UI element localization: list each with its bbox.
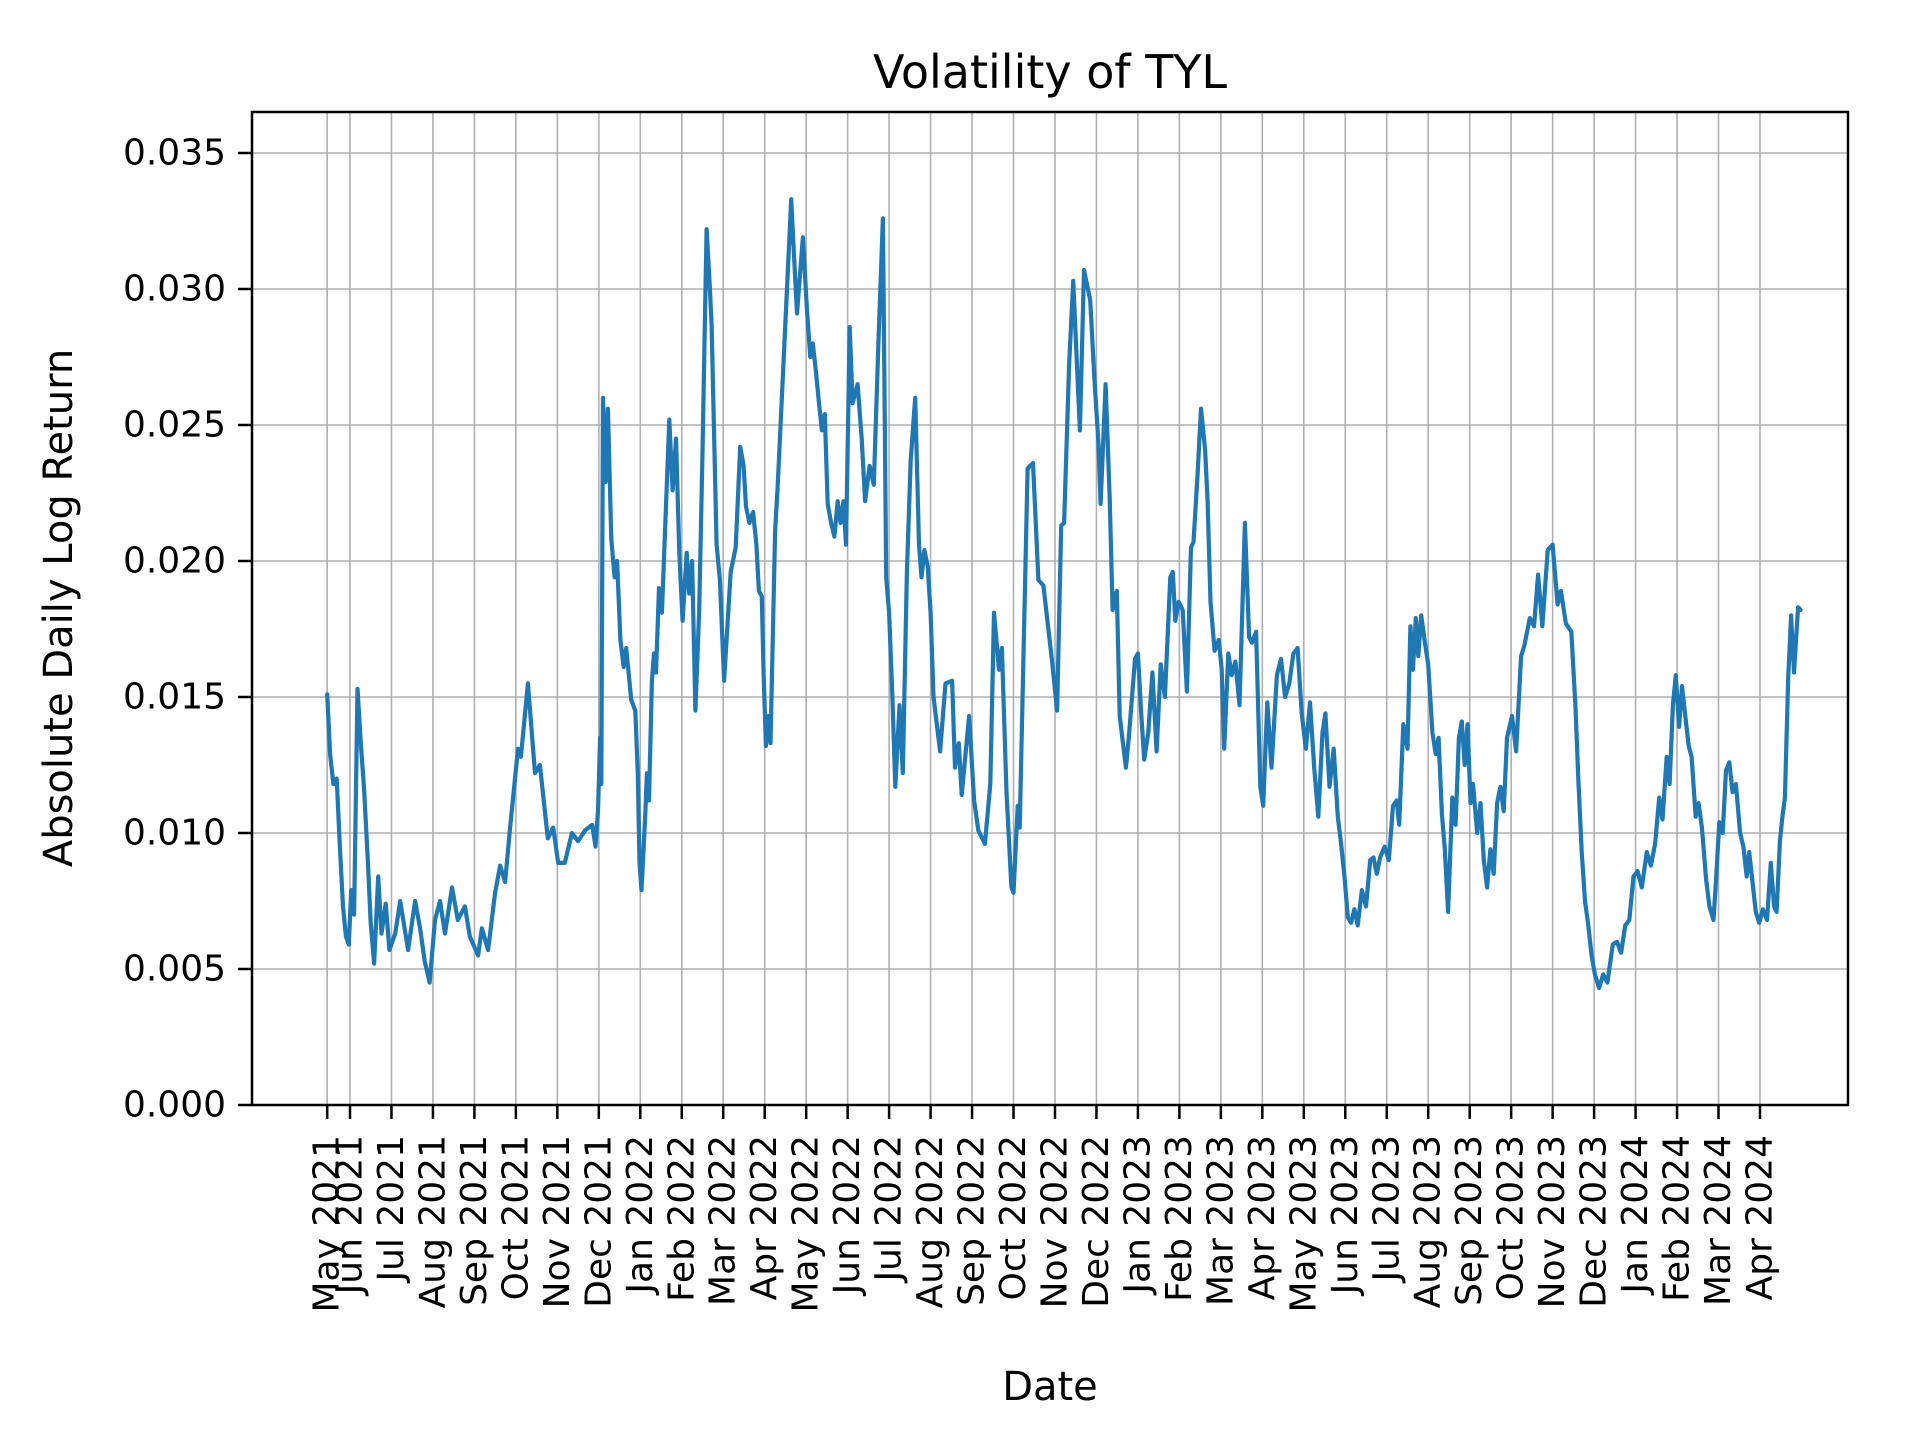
y-tick-label: 0.005 (123, 949, 226, 990)
x-tick-label: Oct 2022 (993, 1135, 1034, 1300)
y-tick-label: 0.025 (123, 405, 226, 446)
x-tick-label: Jun 2021 (330, 1135, 371, 1296)
plot-spines (250, 110, 1850, 1107)
x-tick-label: Mar 2023 (1200, 1135, 1241, 1306)
x-tick-label: Mar 2022 (703, 1135, 744, 1306)
plot-border (250, 110, 1850, 1107)
x-tick-label: Nov 2022 (1034, 1135, 1075, 1308)
y-tick-label: 0.030 (123, 269, 226, 310)
x-tick-label: Sep 2022 (952, 1135, 993, 1306)
x-tick-label: Feb 2023 (1159, 1135, 1200, 1302)
x-tick-label: Jan 2022 (620, 1135, 661, 1296)
x-tick-label: Apr 2022 (744, 1135, 785, 1300)
x-tick-label: Oct 2023 (1491, 1135, 1532, 1300)
tick-marks-and-labels: 0.000 0.005 0.010 0.015 0.020 0.025 0.030 0.035… (123, 133, 1781, 1313)
x-tick-label: Dec 2021 (578, 1135, 619, 1308)
y-tick-label: 0.000 (123, 1085, 226, 1126)
x-tick-label: Oct 2021 (495, 1135, 536, 1300)
x-tick-label: Apr 2023 (1242, 1135, 1283, 1300)
x-tick-label: Jun 2023 (1325, 1135, 1366, 1296)
x-tick-label: Dec 2023 (1574, 1135, 1615, 1308)
x-tick-label: Feb 2024 (1657, 1135, 1698, 1302)
gridlines (252, 112, 1848, 1106)
y-tick-label: 0.015 (123, 677, 226, 718)
volatility-series-line (325, 197, 1803, 991)
x-tick-label: Sep 2023 (1449, 1135, 1490, 1306)
x-tick-label: Jan 2023 (1117, 1135, 1158, 1296)
x-tick-label: May 2021 (307, 1135, 348, 1313)
x-axis-label: Date (1002, 1364, 1098, 1410)
y-axis-label: Absolute Daily Log Return (36, 349, 82, 867)
x-tick-label: Feb 2022 (661, 1135, 702, 1302)
x-tick-label: May 2023 (1283, 1135, 1324, 1313)
x-tick-label: Jun 2022 (827, 1135, 868, 1296)
x-tick-label: Jul 2021 (371, 1135, 412, 1284)
x-tick-label: Mar 2024 (1698, 1135, 1739, 1306)
x-tick-label: May 2022 (786, 1135, 827, 1313)
series-layer (325, 197, 1803, 991)
chart-title: Volatility of TYL (873, 45, 1227, 99)
y-tick-label: 0.010 (123, 813, 226, 854)
x-tick-label: Aug 2022 (910, 1135, 951, 1308)
y-tick-label: 0.035 (123, 133, 226, 174)
x-tick-label: Aug 2021 (412, 1135, 453, 1308)
x-tick-label: Nov 2021 (537, 1135, 578, 1308)
x-tick-label: Sep 2021 (454, 1135, 495, 1306)
x-tick-label: Jul 2023 (1366, 1135, 1407, 1284)
x-tick-label: Apr 2024 (1739, 1135, 1780, 1300)
y-tick-label: 0.020 (123, 541, 226, 582)
x-tick-label: Aug 2023 (1408, 1135, 1449, 1308)
x-tick-label: Jul 2022 (869, 1135, 910, 1284)
x-tick-label: Dec 2022 (1076, 1135, 1117, 1308)
x-tick-label: Jan 2024 (1615, 1135, 1656, 1296)
x-tick-label: Nov 2023 (1532, 1135, 1573, 1308)
